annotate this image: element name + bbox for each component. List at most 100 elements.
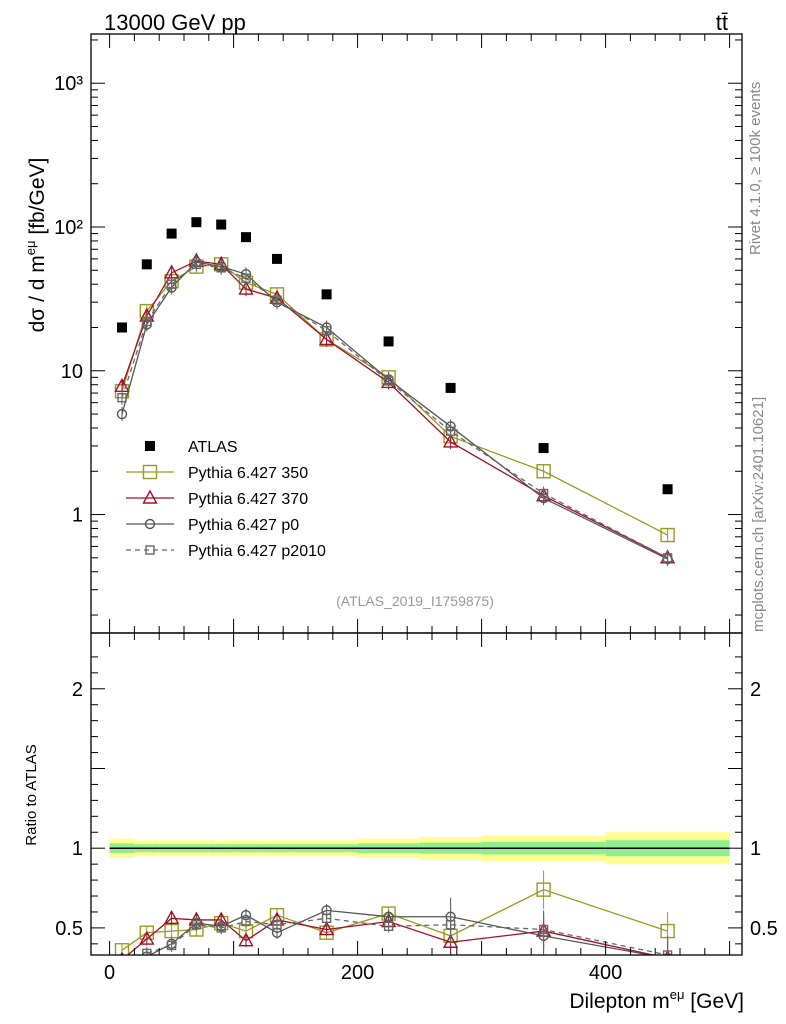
point-atlas bbox=[272, 253, 282, 264]
series-line-p2010 bbox=[121, 263, 668, 559]
ratio-point-p370 bbox=[238, 932, 254, 947]
point-atlas bbox=[538, 443, 549, 454]
ratio-point-p2010 bbox=[272, 920, 282, 930]
point-atlas bbox=[191, 217, 202, 228]
point-atlas bbox=[445, 382, 456, 393]
ratio-point-p370 bbox=[139, 930, 155, 945]
y-tick-label: 10 bbox=[61, 361, 83, 383]
header-process-label: tt̄ bbox=[716, 10, 728, 35]
ratio-y-tick-label: 1 bbox=[72, 838, 83, 860]
ratio-series-group bbox=[114, 870, 675, 972]
ratio-series-p2010 bbox=[118, 905, 673, 967]
ratio-point-p2010 bbox=[321, 913, 332, 924]
point-atlas bbox=[166, 228, 177, 239]
ratio-point-p370 bbox=[163, 909, 180, 925]
ratio-point-p2010 bbox=[383, 921, 394, 932]
legend-marker bbox=[145, 441, 155, 451]
series-line-p0 bbox=[121, 261, 668, 560]
point-p350 bbox=[660, 527, 675, 543]
legend-label: Pythia 6.427 370 bbox=[188, 491, 308, 508]
point-p370 bbox=[238, 280, 254, 295]
legend-marker bbox=[142, 489, 158, 504]
ratio-point-p2010 bbox=[538, 924, 549, 935]
point-p2010 bbox=[216, 263, 226, 273]
point-atlas bbox=[383, 336, 394, 347]
ratio-y-tick-label: 0.5 bbox=[55, 918, 83, 940]
ratio-line-p370 bbox=[126, 917, 657, 955]
point-p2010 bbox=[117, 392, 127, 403]
ratio-point-p2010 bbox=[662, 950, 673, 955]
ratio-point-p370 bbox=[442, 933, 459, 948]
x-tick-label: 200 bbox=[341, 962, 374, 984]
ratio-point-p2010 bbox=[216, 923, 226, 933]
ratio-y-tick-label-right: 2 bbox=[750, 679, 761, 701]
ratio-frame bbox=[90, 632, 743, 956]
legend-label: Pythia 6.427 p2010 bbox=[188, 543, 326, 560]
ratio-y-tick-label: 2 bbox=[72, 679, 83, 701]
ratio-y-axis-title: Ratio to ATLAS bbox=[23, 744, 40, 845]
point-atlas bbox=[321, 289, 332, 300]
legend-entry-p370: Pythia 6.427 370 bbox=[126, 489, 308, 508]
point-p2010 bbox=[538, 488, 549, 499]
rivet-label: Rivet 4.1.0, ≥ 100k events bbox=[747, 82, 764, 255]
point-p2010 bbox=[272, 295, 282, 305]
series-line-p370 bbox=[121, 260, 668, 559]
point-p0 bbox=[116, 408, 128, 420]
legend-marker bbox=[145, 545, 155, 555]
x-tick-label: 400 bbox=[589, 962, 622, 984]
point-atlas bbox=[662, 484, 673, 495]
point-p370 bbox=[318, 331, 335, 346]
ratio-y-tick-label-right: 0.5 bbox=[750, 918, 778, 940]
x-axis-title: Dilepton meμ [GeV] bbox=[569, 987, 744, 1013]
point-p2010 bbox=[662, 553, 673, 563]
ratio-point-p350 bbox=[536, 882, 551, 897]
main-panel: 1 10 10² 10³ bbox=[54, 33, 743, 634]
ratio-line-p350 bbox=[121, 888, 668, 951]
series-p2010 bbox=[117, 257, 673, 565]
ratio-point-p350 bbox=[114, 943, 130, 955]
point-p2010 bbox=[241, 273, 251, 283]
ratio-point-p2010 bbox=[445, 920, 456, 930]
y-tick-label: 1 bbox=[72, 505, 83, 527]
point-p2010 bbox=[142, 316, 152, 327]
header-beam-label: 13000 GeV pp bbox=[104, 10, 246, 35]
ratio-y-tick-label-right: 1 bbox=[750, 838, 761, 860]
legend-entry-p0: Pythia 6.427 p0 bbox=[126, 517, 299, 534]
point-atlas bbox=[141, 259, 152, 270]
mcplots-label: mcplots.cern.ch [arXiv:2401.10621] bbox=[750, 397, 767, 632]
point-p2010 bbox=[166, 279, 177, 289]
series-atlas bbox=[117, 217, 673, 495]
main-y-axis-title: dσ / d meμ [fb/GeV] bbox=[23, 158, 49, 333]
point-atlas bbox=[117, 322, 127, 333]
point-p2010 bbox=[445, 426, 456, 436]
point-p350 bbox=[536, 464, 551, 479]
ratio-point-p2010 bbox=[166, 940, 177, 951]
point-atlas bbox=[241, 232, 251, 243]
ratio-point-p370 bbox=[318, 921, 335, 936]
point-p370 bbox=[442, 433, 459, 448]
y-tick-label: 10² bbox=[54, 217, 83, 239]
legend-label: Pythia 6.427 p0 bbox=[188, 517, 299, 534]
y-tick-label: 10³ bbox=[54, 73, 83, 95]
legend-marker bbox=[144, 518, 156, 530]
ratio-point-p2010 bbox=[118, 959, 126, 967]
ratio-panel: 0.5 0.5 1 1 2 2 0 200 400 bbox=[55, 632, 778, 984]
x-tick-label: 0 bbox=[104, 962, 115, 984]
ratio-point-p2010 bbox=[142, 948, 152, 955]
ratio-point-p2010 bbox=[241, 916, 251, 927]
main-series-group bbox=[114, 217, 676, 567]
legend-label: Pythia 6.427 350 bbox=[188, 465, 308, 482]
analysis-watermark: (ATLAS_2019_I1759875) bbox=[336, 593, 494, 609]
point-p2010 bbox=[321, 325, 332, 336]
legend: ATLAS Pythia 6.427 350 Pythia 6.427 370 Pyt… bbox=[126, 439, 326, 560]
legend-marker bbox=[142, 464, 158, 480]
legend-label: ATLAS bbox=[188, 439, 238, 456]
legend-entry-atlas: ATLAS bbox=[145, 439, 238, 456]
ratio-point-p0 bbox=[118, 963, 127, 972]
ratio-point-p2010 bbox=[191, 920, 202, 930]
point-atlas bbox=[216, 219, 227, 230]
point-p2010 bbox=[191, 259, 202, 270]
legend-entry-p350: Pythia 6.427 350 bbox=[126, 464, 308, 482]
legend-entry-p2010: Pythia 6.427 p2010 bbox=[126, 543, 326, 560]
